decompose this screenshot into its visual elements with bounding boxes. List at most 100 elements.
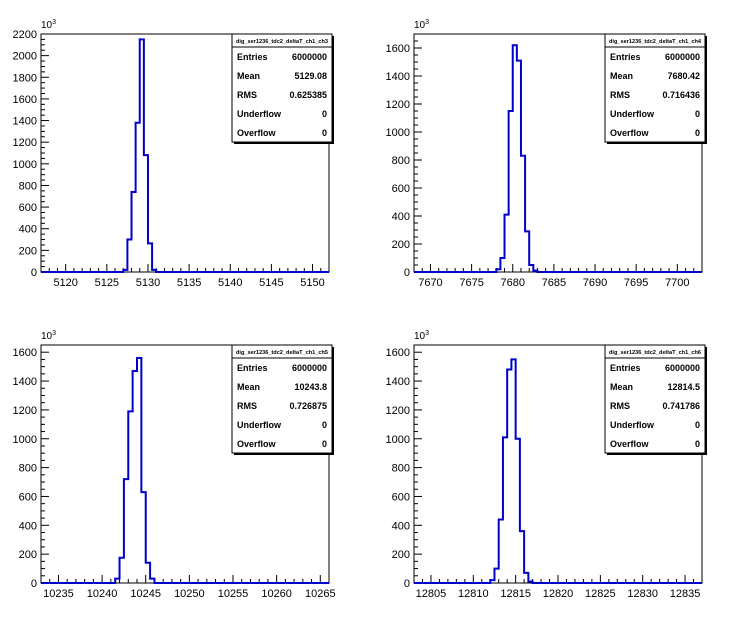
y-tick-label: 1000 (13, 159, 37, 171)
histogram-bin (152, 270, 156, 272)
stats-row-value: 6000000 (665, 363, 700, 373)
histogram-bin (124, 479, 128, 583)
x-tick-label: 12835 (670, 588, 701, 600)
stats-row-label: Underflow (237, 420, 282, 430)
stats-row-value: 0 (322, 439, 327, 449)
histogram-bin (525, 231, 529, 272)
x-tick-label: 7675 (459, 277, 483, 289)
x-tick-label: 7695 (624, 277, 648, 289)
x-tick-label: 10250 (174, 588, 205, 600)
y-tick-label: 2200 (13, 29, 37, 41)
histogram-bin (511, 359, 515, 583)
histogram-bin (490, 580, 494, 583)
stats-row-label: Underflow (237, 109, 282, 119)
y-tick-label: 200 (19, 549, 37, 561)
y-tick-label: 1000 (386, 127, 410, 139)
y-tick-label: 1800 (13, 72, 37, 84)
x-tick-label: 10255 (218, 588, 249, 600)
x-tick-label: 5135 (177, 277, 201, 289)
stats-row-value: 0 (322, 128, 327, 138)
y-tick-label: 1200 (386, 405, 410, 417)
y-tick-label: 2000 (13, 51, 37, 63)
stats-row-value: 10243.8 (294, 382, 327, 392)
histogram-pad-ch6: 0 200 400 600 800 1000 1200 1400 1600 12805 12810 1… (386, 330, 707, 600)
x-tick-label: 5120 (53, 277, 77, 289)
histogram-bin (505, 215, 509, 272)
y-tick-label: 400 (19, 224, 37, 236)
y-tick-label: 600 (19, 202, 37, 214)
stats-row-label: Mean (237, 71, 260, 81)
stats-row-label: Overflow (237, 128, 277, 138)
histogram-bin (141, 492, 145, 583)
histogram-bin (496, 269, 500, 272)
y-tick-label: 200 (392, 549, 410, 561)
x-tick-label: 5150 (300, 277, 324, 289)
histogram-line (414, 358, 702, 584)
histogram-bin (150, 579, 154, 583)
stats-box (604, 344, 706, 454)
stats-row-value: 0 (322, 109, 327, 119)
x-tick-label: 10260 (261, 588, 292, 600)
x-tick-label: 12815 (500, 588, 531, 600)
histogram-pad-ch4: 0 200 400 600 800 1000 1200 1400 1600 7670 7675 768… (386, 19, 707, 289)
stats-row-label: Entries (610, 363, 641, 373)
stats-row-label: Underflow (610, 109, 655, 119)
histogram-pad-ch5: 0 200 400 600 800 1000 1200 1400 1600 10235 10240 1… (13, 330, 336, 600)
histogram-bin (144, 155, 148, 272)
y-tick-label: 1200 (13, 405, 37, 417)
y-tick-label: 0 (31, 267, 37, 279)
y-tick-label: 1200 (386, 99, 410, 111)
x-tick-label: 7690 (583, 277, 607, 289)
x-tick-label: 5145 (259, 277, 283, 289)
histogram-line (41, 38, 329, 273)
stats-row-value: 0.625385 (289, 90, 327, 100)
histogram-bin (148, 243, 152, 272)
stats-row-value: 0 (695, 109, 700, 119)
y-tick-label: 1600 (386, 347, 410, 359)
stats-title: dig_ser1236_tdc2_deltaT_ch1_ch6 (609, 350, 701, 356)
stats-row-label: RMS (610, 401, 630, 411)
stats-row-label: Mean (237, 382, 260, 392)
x-tick-label: 10245 (130, 588, 161, 600)
histogram-bin (520, 531, 524, 583)
stats-row-value: 0 (695, 439, 700, 449)
histogram-bin (524, 573, 528, 583)
stats-row-value: 0.716436 (662, 90, 700, 100)
histogram-bin (115, 579, 119, 583)
stats-box (231, 33, 333, 143)
histogram-bin (140, 39, 144, 272)
y-tick-label: 1400 (13, 116, 37, 128)
histogram-bin (529, 265, 533, 272)
y-tick-label: 800 (19, 180, 37, 192)
histogram-bin (521, 156, 525, 272)
stats-row-value: 6000000 (665, 52, 700, 62)
x-tick-label: 12820 (543, 588, 574, 600)
stats-row-value: 0.741786 (662, 401, 700, 411)
histogram-bin (123, 270, 127, 272)
x-tick-label: 7680 (501, 277, 525, 289)
y-tick-label: 1200 (13, 137, 37, 149)
x-tick-label: 7700 (665, 277, 689, 289)
y-exponent-label: 103 (41, 330, 56, 342)
y-tick-label: 0 (31, 578, 37, 590)
stats-row-label: Entries (237, 363, 268, 373)
histogram-bin (137, 358, 141, 583)
histogram-bin (494, 569, 498, 583)
stats-title: dig_ser1236_tdc2_deltaT_ch1_ch3 (236, 39, 328, 45)
y-exponent-label: 103 (414, 330, 429, 342)
y-tick-label: 600 (392, 491, 410, 503)
stats-row-label: RMS (237, 401, 257, 411)
histogram-bin (509, 111, 513, 272)
histogram-bin (533, 271, 537, 272)
y-exponent-label: 103 (414, 19, 429, 31)
x-tick-label: 7670 (418, 277, 442, 289)
y-tick-label: 0 (404, 267, 410, 279)
histogram-bin (146, 563, 150, 583)
y-tick-label: 1400 (386, 376, 410, 388)
y-tick-label: 600 (392, 183, 410, 195)
histogram-bin (132, 192, 136, 272)
stats-row-label: Overflow (610, 439, 650, 449)
x-tick-label: 5130 (136, 277, 160, 289)
stats-row-label: Overflow (610, 128, 650, 138)
